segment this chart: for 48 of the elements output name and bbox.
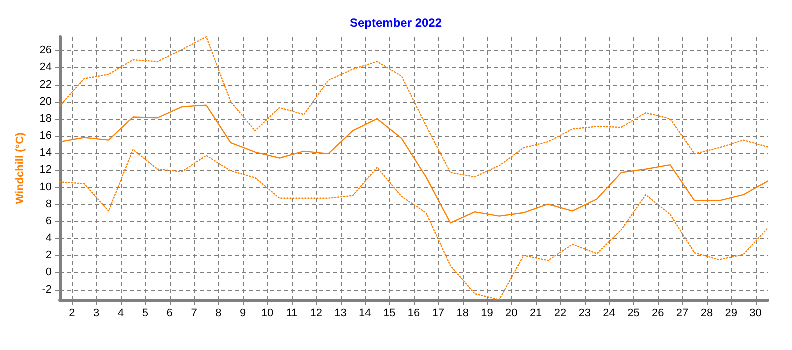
y-tick-label: 24	[40, 62, 52, 74]
y-tick-label: -2	[42, 284, 52, 296]
x-tick-label: 13	[334, 308, 347, 320]
x-tick-label: 26	[652, 308, 664, 320]
y-tick-label: 22	[40, 78, 52, 91]
x-tick-label: 5	[142, 308, 149, 320]
y-tick-label: 2	[46, 250, 52, 262]
y-tick-label: 4	[46, 232, 52, 245]
x-tick-label: 23	[578, 308, 592, 320]
x-tick-label: 2	[69, 308, 76, 320]
y-tick-label: 12	[40, 164, 52, 176]
x-tick-label: 4	[118, 308, 124, 320]
x-tick-label: 29	[725, 308, 738, 320]
y-tick-label: 6	[46, 215, 52, 228]
x-tick-label: 18	[456, 308, 469, 320]
x-tick-label: 21	[530, 308, 542, 320]
x-tick-label: 22	[554, 308, 567, 320]
y-tick-label: 8	[46, 198, 52, 210]
y-tick-label: 16	[40, 130, 52, 142]
y-tick-label: 26	[40, 44, 52, 57]
y-tick-label: 20	[40, 96, 52, 108]
x-tick-label: 24	[603, 308, 616, 320]
x-tick-label: 12	[310, 308, 322, 320]
x-tick-label: 17	[432, 308, 445, 320]
chart-title: September 2022	[350, 16, 442, 30]
x-tick-label: 20	[506, 308, 518, 320]
y-tick-label: 18	[40, 112, 52, 125]
x-tick-label: 27	[676, 308, 689, 320]
x-tick-label: 11	[286, 308, 298, 320]
x-tick-label: 19	[481, 308, 494, 320]
line-series	[59, 36, 769, 178]
line-series	[59, 104, 769, 224]
x-tick-label: 16	[408, 308, 420, 320]
x-tick-label: 10	[261, 308, 274, 320]
x-tick-label: 28	[700, 308, 714, 320]
x-tick-label: 9	[240, 308, 246, 320]
x-tick-label: 30	[750, 308, 762, 320]
x-tick-label: 3	[94, 308, 100, 320]
y-tick-label: 0	[46, 266, 52, 279]
x-tick-label: 25	[628, 308, 640, 320]
y-tick-label: 10	[40, 181, 52, 194]
x-tick-label: 8	[216, 308, 222, 320]
x-tick-label: 14	[359, 308, 372, 320]
x-tick-label: 15	[383, 308, 396, 320]
y-tick-label: 14	[40, 147, 52, 160]
x-tick-label: 7	[191, 308, 198, 320]
x-tick-label: 6	[166, 308, 173, 320]
y-axis-title: Windchill (°C)	[14, 132, 26, 204]
